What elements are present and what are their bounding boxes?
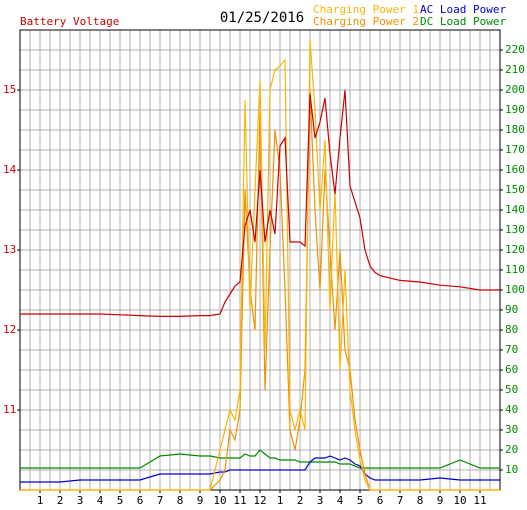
y-tick-label: 13 (3, 243, 16, 256)
y2-tick-label: 70 (505, 343, 518, 356)
y2-tick-label: 220 (505, 43, 525, 56)
x-tick-label: 11 (473, 494, 486, 507)
legend-label: Charging Power 2 (313, 15, 419, 28)
legend-label: Charging Power 1 (313, 3, 419, 16)
series-line (20, 89, 500, 317)
legend-label: AC Load Power (420, 3, 506, 16)
y2-tick-label: 80 (505, 323, 518, 336)
legend-label: Battery Voltage (20, 15, 119, 28)
x-tick-label: 1 (37, 494, 44, 507)
x-tick-label: 6 (137, 494, 144, 507)
y2-tick-label: 120 (505, 243, 525, 256)
x-tick-label: 12 (253, 494, 266, 507)
y2-tick-label: 100 (505, 283, 525, 296)
x-tick-label: 11 (233, 494, 246, 507)
series-line (20, 449, 500, 469)
legend-label: DC Load Power (420, 15, 506, 28)
y2-tick-label: 90 (505, 303, 518, 316)
x-tick-label: 1 (277, 494, 284, 507)
y2-tick-label: 40 (505, 403, 518, 416)
y-tick-label: 12 (3, 323, 16, 336)
y-tick-label: 14 (3, 163, 17, 176)
y2-tick-label: 130 (505, 223, 525, 236)
x-tick-label: 2 (297, 494, 304, 507)
y2-tick-label: 150 (505, 183, 525, 196)
y2-tick-label: 210 (505, 63, 525, 76)
x-tick-label: 10 (213, 494, 226, 507)
y2-tick-label: 170 (505, 143, 525, 156)
x-tick-label: 9 (437, 494, 444, 507)
chart-title: 01/25/2016 (220, 10, 304, 26)
y2-tick-label: 50 (505, 383, 518, 396)
x-tick-label: 2 (57, 494, 64, 507)
x-tick-label: 4 (97, 494, 104, 507)
y2-tick-label: 140 (505, 203, 525, 216)
series-line (20, 39, 500, 491)
x-tick-label: 5 (117, 494, 124, 507)
y2-tick-label: 160 (505, 163, 525, 176)
y-tick-label: 15 (3, 83, 16, 96)
y2-tick-label: 200 (505, 83, 525, 96)
series-line (20, 455, 500, 483)
x-tick-label: 7 (397, 494, 404, 507)
x-tick-label: 3 (77, 494, 84, 507)
y2-tick-label: 110 (505, 263, 525, 276)
y2-tick-label: 190 (505, 103, 525, 116)
x-tick-label: 3 (317, 494, 324, 507)
y2-tick-label: 30 (505, 423, 518, 436)
x-tick-label: 8 (177, 494, 184, 507)
x-tick-label: 6 (377, 494, 384, 507)
x-tick-label: 9 (197, 494, 204, 507)
x-tick-label: 4 (337, 494, 344, 507)
y2-tick-label: 10 (505, 463, 518, 476)
y-tick-label: 11 (3, 403, 16, 416)
x-tick-label: 8 (417, 494, 424, 507)
x-tick-label: 7 (157, 494, 164, 507)
y2-tick-label: 60 (505, 363, 518, 376)
y2-tick-label: 20 (505, 443, 518, 456)
x-tick-label: 5 (357, 494, 364, 507)
y2-tick-label: 180 (505, 123, 525, 136)
x-tick-label: 10 (453, 494, 466, 507)
